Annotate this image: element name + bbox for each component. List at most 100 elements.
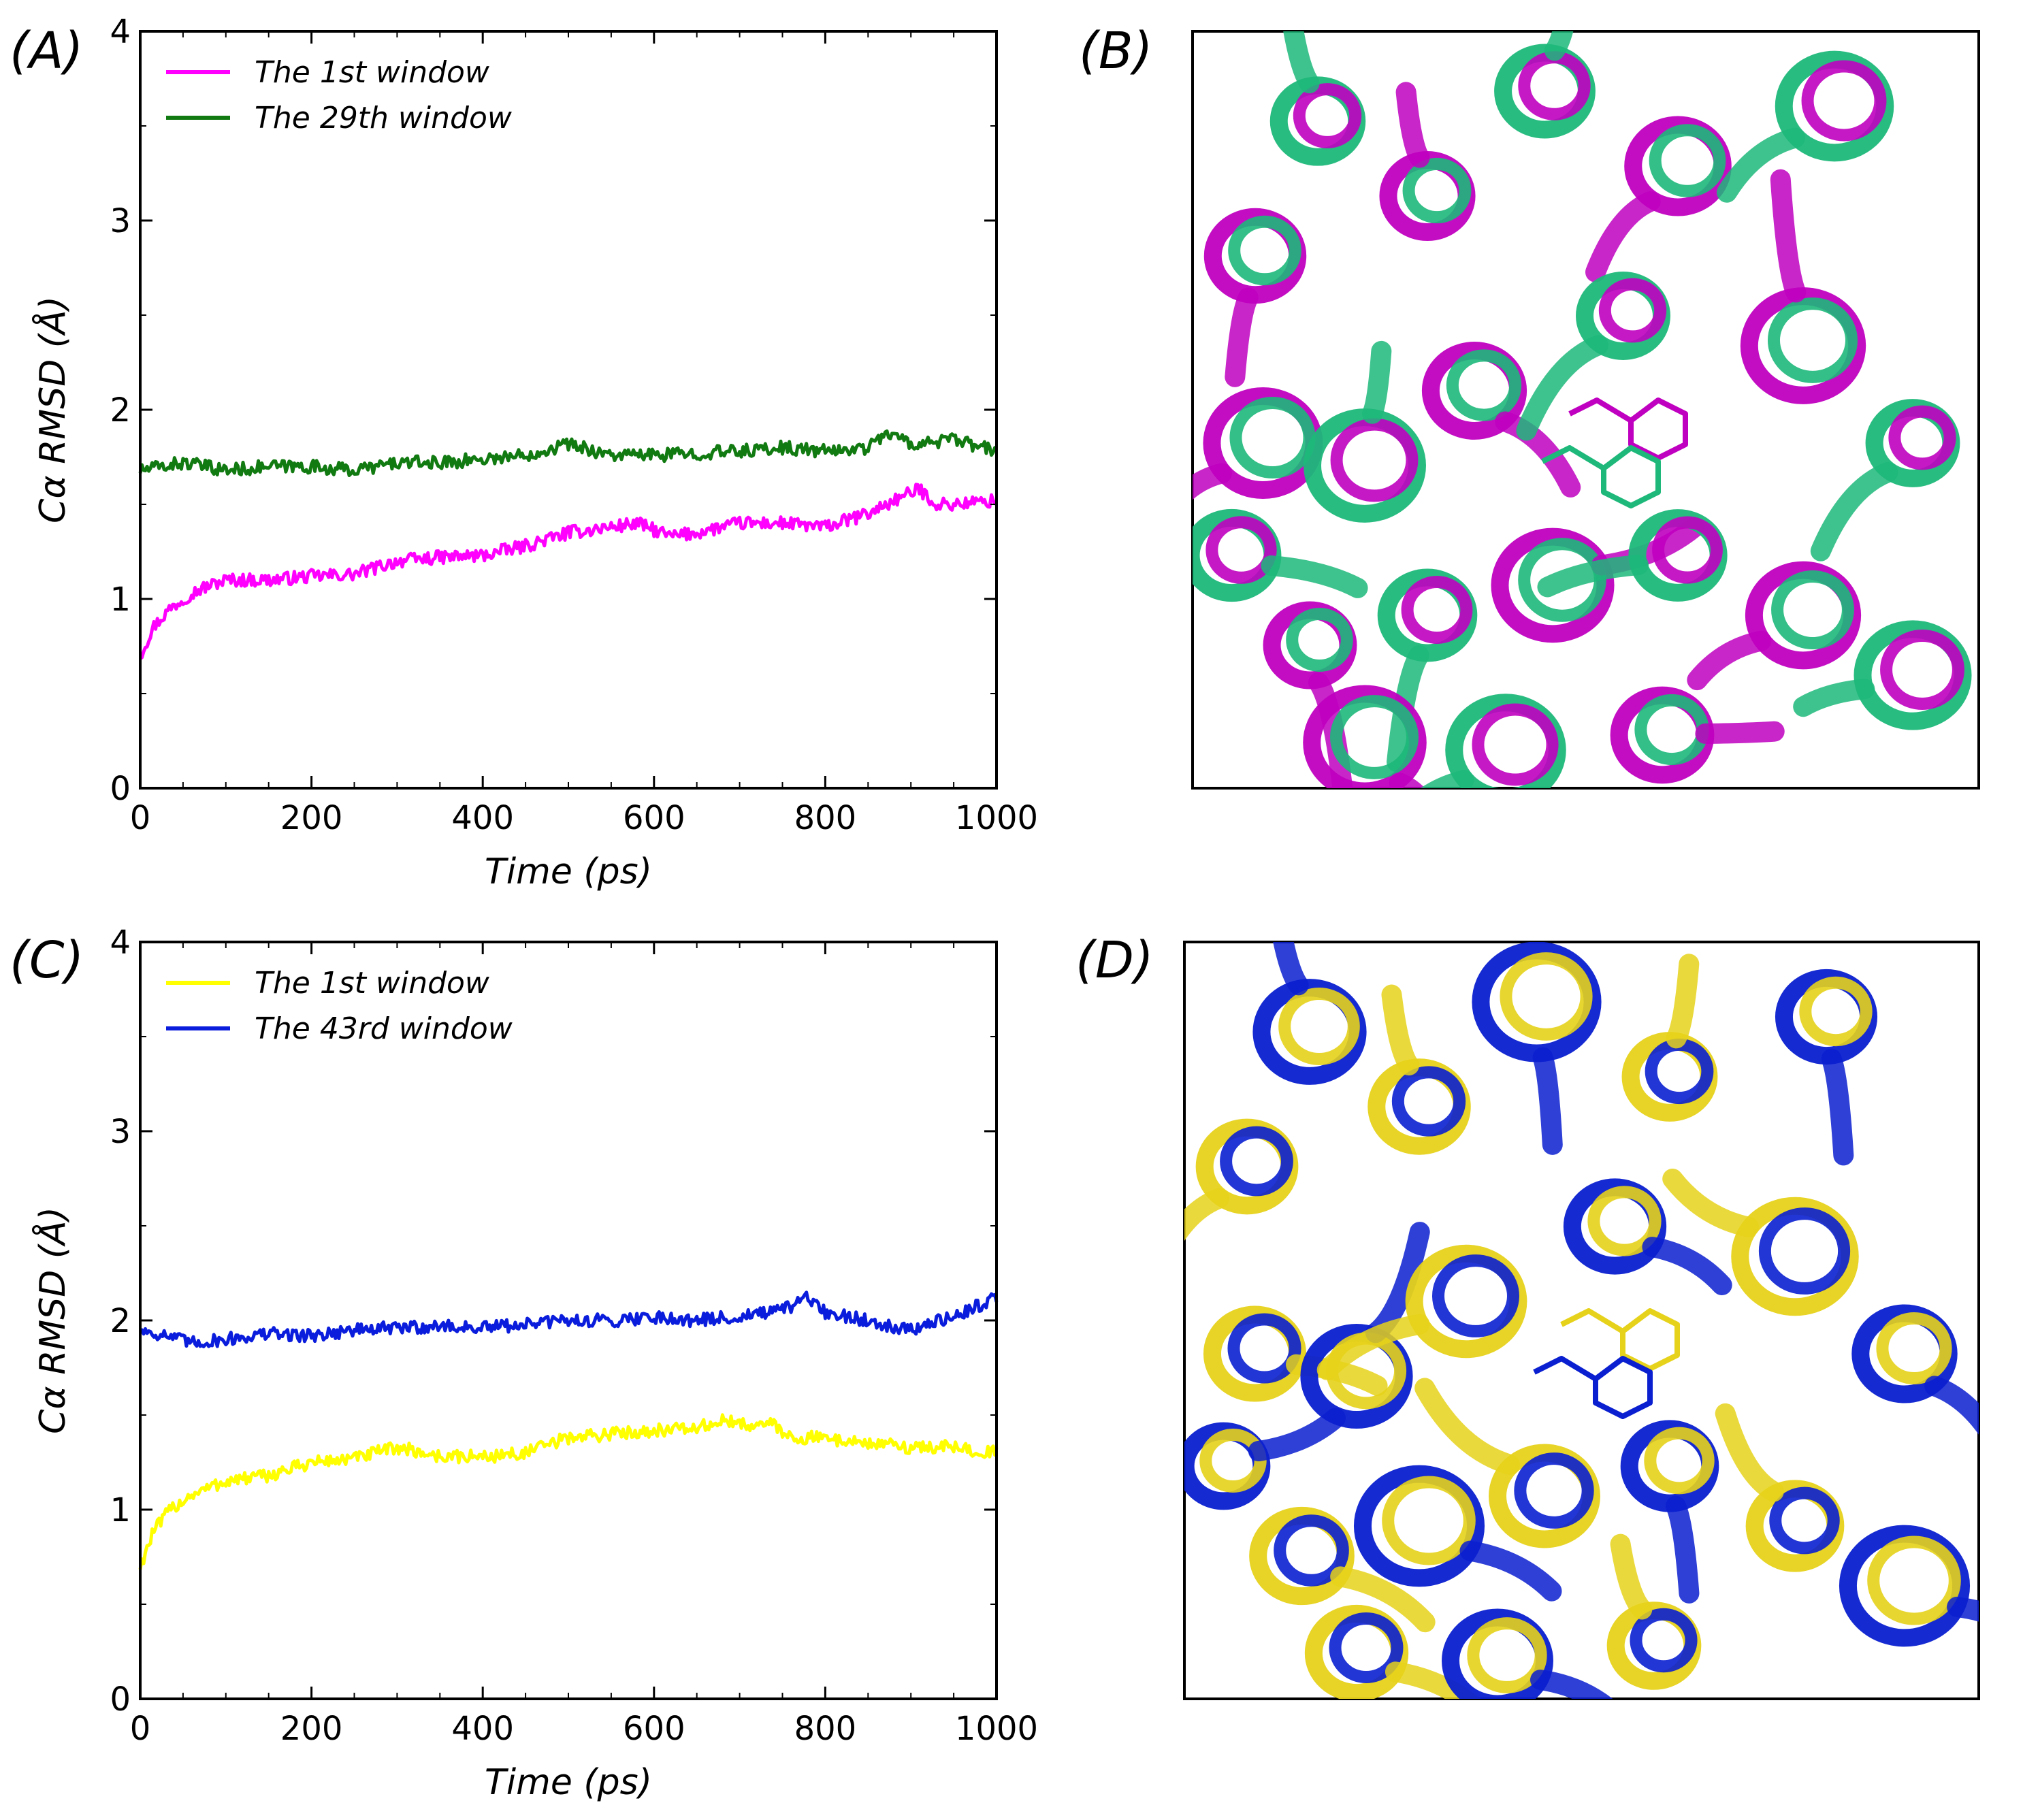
series-line-1: [139, 483, 997, 660]
structure-overlay-d: [1183, 941, 1980, 1700]
x-tick-label: 600: [623, 1710, 685, 1748]
x-tick-label: 600: [623, 799, 685, 837]
helix-segment: [1381, 984, 1419, 1076]
helix-ring-inner: [1630, 1608, 1698, 1673]
x-tick-label: 1000: [955, 1710, 1038, 1748]
helix-ring-inner: [1286, 607, 1353, 672]
panel-label-d: (D): [1075, 931, 1154, 990]
x-tick-label: 200: [280, 799, 343, 837]
helix-segment: [1385, 1661, 1481, 1699]
helix-segment: [1716, 127, 1806, 203]
panel-label-b: (B): [1079, 22, 1153, 80]
x-tick-label: 400: [451, 1710, 514, 1748]
helix-ring-inner: [1769, 1486, 1840, 1555]
helix-ring-inner: [1402, 157, 1472, 224]
helix-ring-inner: [1758, 1207, 1851, 1295]
helix-segment: [1924, 1376, 1979, 1435]
legend-label-1: The 1st window: [255, 966, 490, 1001]
y-tick-label: 4: [110, 924, 131, 962]
helix-segment: [1395, 82, 1430, 168]
helix-ring-inner: [1801, 60, 1887, 142]
helix-segment: [1516, 335, 1609, 441]
helix-segment: [1665, 1495, 1700, 1604]
helix-segment: [1225, 287, 1259, 387]
y-tick-label: 2: [110, 391, 131, 429]
helix-cartoon-d: [1184, 942, 1979, 1699]
helix-ring-inner: [1644, 1427, 1715, 1495]
helix-segment: [1770, 169, 1807, 303]
helix-ring-inner: [1274, 1514, 1349, 1587]
helix-ring: [1839, 1525, 1971, 1647]
legend-label-2: The 29th window: [255, 101, 513, 135]
series-line-2: [138, 1290, 999, 1348]
helix-segment: [1537, 555, 1649, 598]
y-tick-label: 2: [110, 1302, 131, 1340]
x-tick-label: 800: [794, 799, 857, 837]
helix-segment: [1193, 463, 1232, 500]
helix-segment: [1387, 645, 1429, 773]
helix-ring-inner: [1329, 1612, 1404, 1683]
helix-segment: [1610, 1533, 1653, 1620]
helix-ring-inner: [1220, 1126, 1293, 1197]
ligand-sticks: [1560, 1308, 1680, 1371]
ligand-sticks: [1541, 445, 1661, 508]
helix-segment: [1585, 191, 1661, 282]
helix-ring-inner: [1598, 278, 1667, 343]
ligand-sticks: [1568, 397, 1688, 461]
helix-ring-inner: [1500, 952, 1593, 1041]
legend-label-2: The 43rd window: [255, 1011, 513, 1046]
x-tick-label: 200: [280, 1710, 343, 1748]
helix-ring-inner: [1432, 1254, 1519, 1337]
helix-segment: [1947, 1596, 1979, 1622]
helix-segment: [1810, 461, 1898, 562]
helix-segment: [1420, 770, 1474, 788]
ligand-sticks: [1533, 1356, 1653, 1419]
x-axis-title: Time (ps): [485, 1762, 652, 1803]
series-line-2: [138, 429, 999, 477]
helix-segment: [1715, 1403, 1784, 1502]
helix-segment: [1414, 1378, 1520, 1475]
helix-segment: [1362, 340, 1392, 424]
helix-segment: [1532, 1047, 1563, 1155]
helix-segment: [1793, 679, 1875, 717]
helix-segment: [1544, 31, 1574, 61]
rmsd-chart-a: 0 200 400 600 800 1000 0 1 2 3 4 Time (ps) Cα RMSD (…: [31, 13, 1038, 892]
helix-ring-inner: [1652, 516, 1723, 584]
helix-ring-inner: [1227, 1313, 1301, 1384]
y-tick-label: 3: [110, 1113, 131, 1151]
helix-ring-inner: [1467, 1617, 1547, 1693]
helix-ring-inner: [1867, 1535, 1961, 1625]
plot-frame: [139, 30, 998, 790]
helix-cartoon-b: [1193, 31, 1972, 788]
helix-ring-inner: [1514, 1452, 1594, 1529]
helix-ring-inner: [1472, 703, 1559, 786]
helix-ring-inner: [1649, 124, 1726, 197]
helix-ring-inner: [1391, 1066, 1466, 1137]
x-tick-label: 0: [130, 799, 151, 837]
helix-segment: [1642, 1237, 1732, 1296]
helix-ring-inner: [1888, 405, 1956, 470]
y-tick-label: 1: [110, 581, 131, 619]
y-axis-title: Cα RMSD (Å): [31, 296, 74, 523]
helix-ring-inner: [1401, 575, 1473, 645]
helix-segment: [1308, 672, 1353, 788]
y-tick-label: 0: [110, 1680, 131, 1719]
helix-ring-inner: [1587, 1186, 1662, 1256]
legend-label-1: The 1st window: [255, 55, 490, 90]
x-tick-label: 0: [130, 1710, 151, 1748]
helix-ring-inner: [1330, 695, 1419, 779]
helix-ring-inner: [1767, 297, 1858, 383]
helix-ring-inner: [1278, 988, 1360, 1065]
helix-ring: [1731, 1197, 1859, 1316]
helix-ring-inner: [1228, 215, 1301, 286]
helix-segment: [1495, 411, 1581, 498]
helix-segment: [1530, 1670, 1613, 1699]
helix-segment: [1666, 954, 1700, 1049]
helix-segment: [1248, 1408, 1346, 1461]
helix-ring-inner: [1880, 630, 1964, 710]
y-tick-label: 3: [110, 202, 131, 240]
helix-segment: [1821, 1048, 1854, 1166]
series-line-1: [138, 1413, 999, 1570]
helix-segment: [1459, 1540, 1562, 1602]
